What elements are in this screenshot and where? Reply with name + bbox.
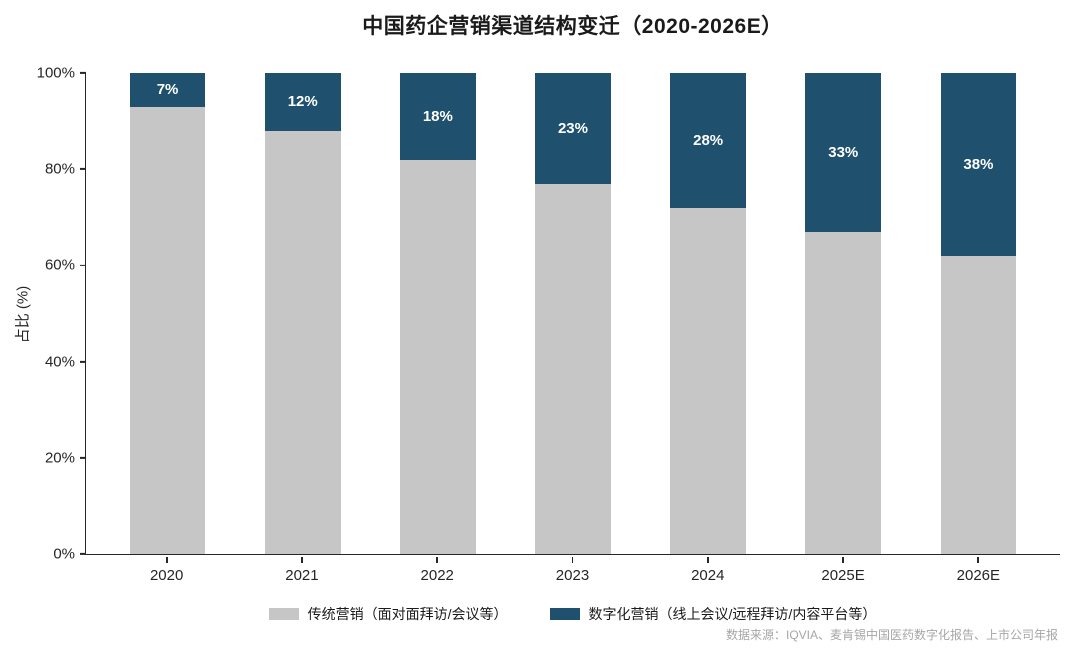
x-axis-ticks: 2020 2021 2022 2023 2024 2025E 2026E: [85, 557, 1060, 584]
bar-value-label: 33%: [828, 143, 859, 161]
x-tick-mark: [706, 557, 709, 563]
x-tick-cell: 2024: [640, 557, 775, 584]
y-tick-label: 0%: [53, 545, 75, 563]
chart-title: 中国药企营销渠道结构变迁（2020-2026E）: [362, 15, 783, 38]
bar-value-label: 12%: [287, 93, 318, 111]
legend-label: 传统营销（面对面拜访/会议等）: [307, 606, 508, 622]
stacked-bar-2025E: 33%: [805, 73, 882, 554]
y-tick-mark: [80, 264, 86, 267]
x-tick-mark: [301, 557, 303, 563]
y-tick-mark: [80, 553, 86, 555]
bar-segment-digital: 38%: [940, 73, 1017, 256]
legend-swatch: [549, 608, 580, 620]
bar-value-label: 23%: [557, 119, 588, 137]
bar-column-2024: 28%: [641, 73, 776, 554]
y-tick-mark: [80, 168, 86, 171]
legend-item: 传统营销（面对面拜访/会议等）: [268, 604, 508, 624]
legend-item: 数字化营销（线上会议/远程拜访/内容平台等）: [549, 604, 877, 624]
x-tick-cell: 2021: [234, 557, 369, 584]
x-tick-cell: 2023: [505, 557, 640, 584]
y-axis-label-text: 占比 (%): [14, 285, 32, 343]
stacked-bar-2022: 18%: [400, 73, 476, 554]
bar-segment-traditional: [264, 130, 341, 554]
bars-row: 7% 12% 18% 23% 28% 33% 38%: [86, 73, 1060, 554]
x-tick-label: 2024: [691, 567, 725, 584]
bar-segment-traditional: [805, 231, 882, 554]
x-tick-mark: [165, 557, 168, 563]
legend: 传统营销（面对面拜访/会议等） 数字化营销（线上会议/远程拜访/内容平台等）: [85, 604, 1060, 624]
bar-column-2021: 12%: [235, 73, 370, 554]
bar-segment-digital: 18%: [400, 73, 476, 160]
legend-label: 数字化营销（线上会议/远程拜访/内容平台等）: [588, 606, 877, 622]
legend-swatch: [268, 608, 299, 620]
bar-segment-traditional: [670, 207, 746, 554]
bar-segment-traditional: [400, 159, 476, 554]
x-tick-label: 2020: [149, 567, 184, 584]
bar-column-2022: 18%: [370, 73, 505, 554]
bar-segment-traditional: [940, 255, 1017, 554]
y-tick-label: 100%: [36, 64, 75, 82]
bar-segment-traditional: [129, 106, 206, 554]
stacked-bar-2024: 28%: [670, 73, 746, 554]
bar-segment-digital: 33%: [805, 73, 882, 232]
stacked-bar-2026E: 38%: [940, 73, 1017, 554]
bar-column-2026E: 38%: [911, 73, 1046, 554]
y-tick-mark: [80, 360, 86, 363]
y-tick-label: 80%: [44, 160, 75, 178]
bar-segment-digital: 28%: [670, 73, 746, 208]
x-tick-cell: 2022: [370, 557, 505, 584]
y-tick-label: 20%: [44, 449, 75, 467]
bar-column-2020: 7%: [100, 73, 235, 554]
x-tick-mark: [436, 557, 439, 563]
bar-value-label: 28%: [693, 131, 724, 149]
source-note: 数据来源：IQVIA、麦肯锡中国医药数字化报告、上市公司年报: [725, 628, 1058, 642]
x-tick-label: 2021: [285, 567, 319, 584]
x-tick-mark: [571, 557, 574, 563]
bar-column-2025E: 33%: [776, 73, 911, 554]
x-tick-label: 2023: [555, 567, 590, 584]
bar-value-label: 18%: [422, 107, 453, 125]
y-axis-label: 占比 (%): [12, 73, 32, 555]
y-tick-label: 60%: [44, 256, 75, 274]
bar-column-2023: 23%: [505, 73, 640, 554]
x-tick-cell: 2025E: [775, 557, 910, 584]
x-tick-label: 2022: [420, 567, 454, 584]
x-tick-label: 2025E: [821, 567, 865, 584]
x-tick-cell: 2026E: [911, 557, 1046, 584]
x-tick-label: 2026E: [956, 567, 1001, 584]
y-tick-label: 40%: [44, 353, 75, 371]
bar-segment-digital: 7%: [129, 73, 206, 107]
stacked-bar-2021: 12%: [264, 73, 341, 554]
x-tick-mark: [842, 557, 844, 563]
plot-area: 7% 12% 18% 23% 28% 33% 38% 0% 20% 40% 60% 80% 100%: [37, 65, 1060, 563]
y-tick-mark: [80, 72, 86, 74]
y-tick-mark: [80, 456, 86, 459]
x-tick-cell: 2020: [99, 557, 234, 584]
stacked-bar-2020: 7%: [129, 73, 206, 554]
bar-segment-traditional: [535, 183, 611, 554]
bar-value-label: 38%: [963, 155, 994, 173]
bar-value-label: 7%: [156, 81, 179, 99]
stacked-bar-2023: 23%: [535, 73, 611, 554]
x-tick-mark: [977, 557, 980, 563]
bar-segment-digital: 23%: [535, 73, 611, 184]
bar-segment-digital: 12%: [264, 73, 341, 131]
